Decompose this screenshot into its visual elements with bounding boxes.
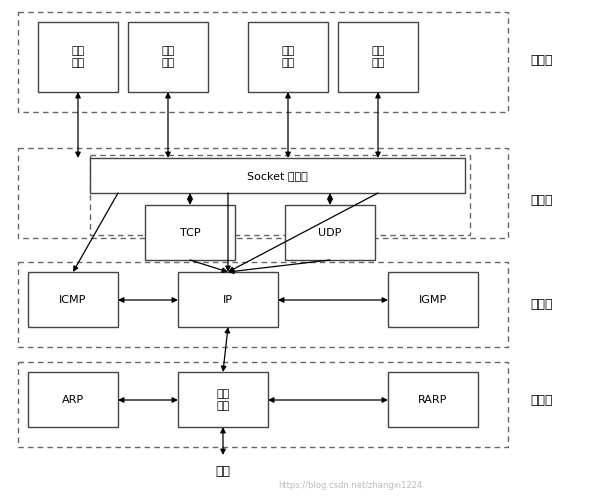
Text: 用户
进程: 用户 进程 [281,46,294,68]
Bar [388,272,478,327]
Text: ARP: ARP [62,395,84,405]
Bar [18,362,508,447]
Bar [248,22,328,92]
Text: IGMP: IGMP [419,295,447,305]
Text: 媒体: 媒体 [215,465,231,478]
Text: 链路层: 链路层 [530,393,552,406]
Text: TCP: TCP [180,228,201,238]
Text: RARP: RARP [418,395,448,405]
Text: 应用层: 应用层 [530,54,552,67]
Text: UDP: UDP [319,228,342,238]
Bar [28,272,118,327]
Text: IP: IP [223,295,233,305]
Text: 运输层: 运输层 [530,193,552,206]
Bar [18,148,508,238]
Bar [90,155,470,235]
Text: Socket 抄象层: Socket 抄象层 [247,171,307,181]
Bar [285,205,375,260]
Text: ICMP: ICMP [60,295,87,305]
Bar [28,372,118,427]
Bar [128,22,208,92]
Bar [90,158,465,193]
Text: 用户
进程: 用户 进程 [71,46,84,68]
Bar [18,12,508,112]
Text: 网络层: 网络层 [530,299,552,312]
Text: https://blog.csdn.net/zhangxi1224: https://blog.csdn.net/zhangxi1224 [278,481,422,490]
Bar [338,22,418,92]
Bar [178,372,268,427]
Text: 硬件
接口: 硬件 接口 [217,389,230,411]
Text: 用户
进程: 用户 进程 [162,46,175,68]
Bar [145,205,235,260]
Bar [18,262,508,347]
Bar [388,372,478,427]
Bar [178,272,278,327]
Text: 用户
进程: 用户 进程 [371,46,385,68]
Bar [38,22,118,92]
